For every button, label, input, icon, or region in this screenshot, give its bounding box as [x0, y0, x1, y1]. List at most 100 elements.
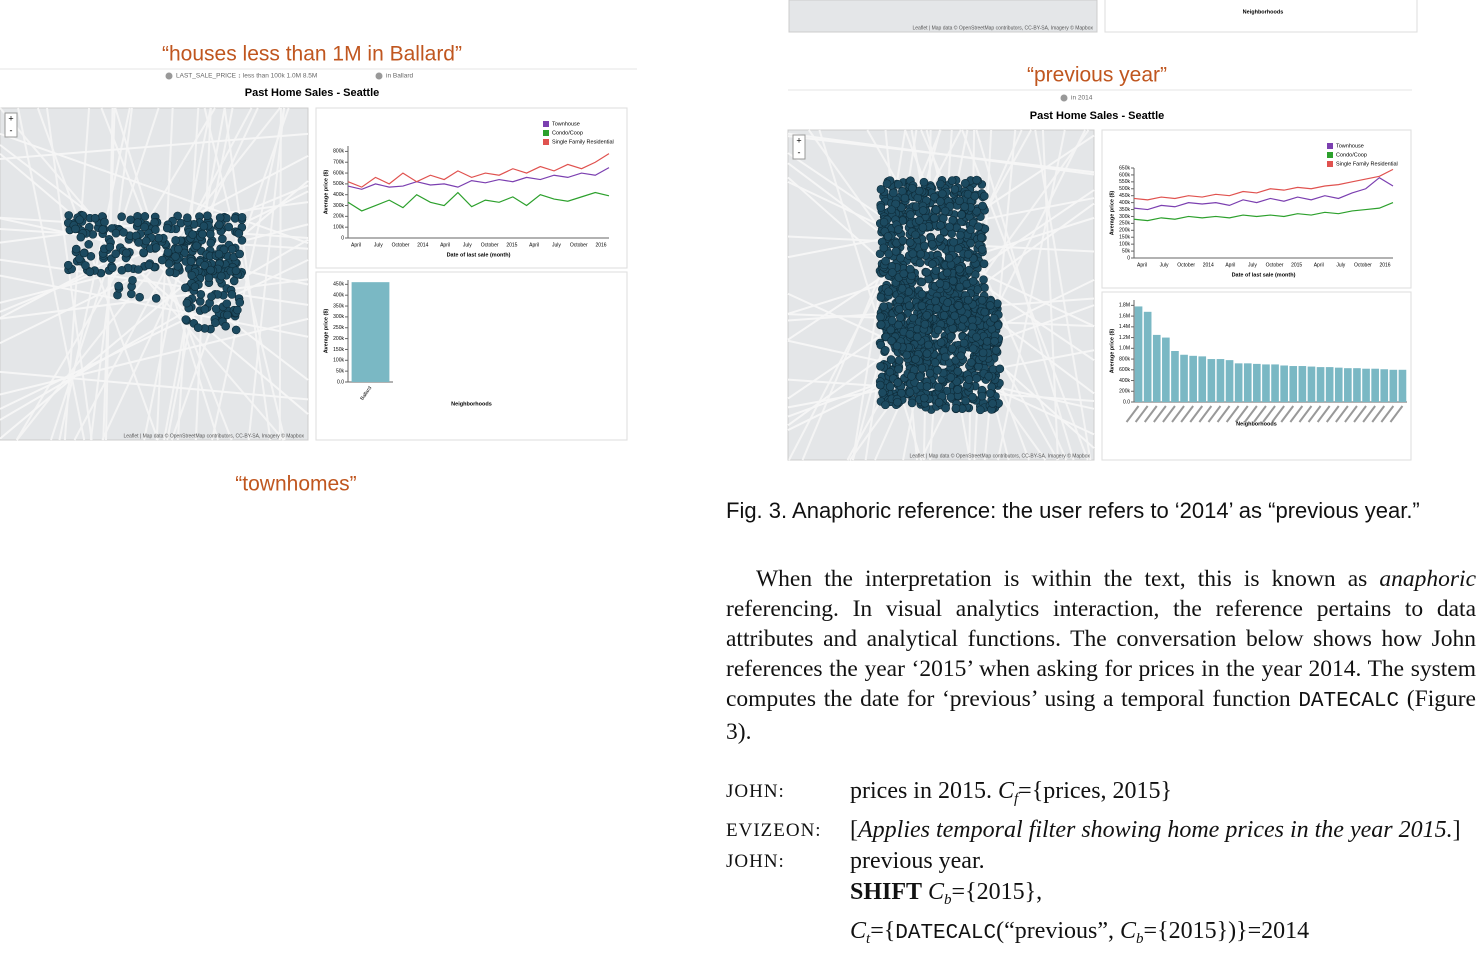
map-dot	[922, 268, 931, 277]
y-tick-label: 50k	[336, 368, 345, 374]
y-tick-label: 300k	[1119, 214, 1130, 220]
street	[155, 107, 174, 441]
map-dot	[90, 213, 100, 223]
street	[787, 132, 1095, 176]
map-dot	[978, 348, 988, 358]
map-dot	[925, 368, 935, 378]
text-run: f	[1014, 791, 1019, 807]
text-run: ={prices, 2015}	[1018, 778, 1173, 804]
map-dot	[100, 217, 109, 227]
speaker: JOHN:	[726, 781, 785, 802]
map-dot	[173, 211, 182, 221]
map-dot	[895, 355, 904, 365]
bar	[1207, 359, 1216, 402]
map-dot	[970, 191, 980, 201]
y-tick-label: 550k	[1119, 179, 1130, 185]
x-tick-label: July	[552, 242, 561, 248]
map-dot	[171, 236, 180, 245]
speaker	[726, 916, 850, 955]
map-dot	[905, 301, 914, 310]
y-tick-label: 400k	[1119, 200, 1130, 206]
map-dot	[907, 398, 917, 408]
map-dot	[917, 289, 927, 299]
map-dot	[878, 388, 887, 397]
map-dot	[951, 403, 961, 413]
x-tick-label-placeholder	[1344, 405, 1358, 423]
map-dot	[942, 268, 952, 278]
y-tick-label: 600k	[333, 170, 344, 176]
map-dot	[230, 214, 240, 223]
map-dot	[979, 275, 988, 284]
x-tick-label: 2015	[1291, 262, 1302, 268]
map-dot	[217, 271, 226, 281]
map-dot	[206, 238, 216, 248]
map-dot	[905, 330, 915, 339]
x-tick-label: October	[1354, 262, 1372, 268]
bar	[1134, 306, 1143, 402]
x-tick-label: 2016	[595, 242, 606, 248]
map-dot	[966, 358, 976, 367]
map-dot	[946, 373, 956, 382]
map-dot	[980, 307, 990, 317]
y-tick-label: 200k	[1119, 228, 1130, 234]
map-dot	[941, 352, 950, 362]
zoom-in: +	[796, 135, 801, 145]
y-tick-label: 500k	[1119, 186, 1130, 192]
map-dot	[938, 189, 947, 199]
map-dot	[215, 213, 225, 222]
map-dot	[887, 316, 897, 325]
y-tick-label: 100k	[333, 358, 344, 364]
legend-swatch	[543, 139, 549, 145]
text-run: referencing. In visual analytics interac…	[726, 596, 1476, 712]
map-dot	[187, 271, 197, 280]
map-dot	[932, 366, 942, 375]
map-dot	[922, 349, 932, 358]
bar	[351, 282, 390, 382]
y-tick-label: 100k	[1119, 241, 1130, 247]
map-dot	[918, 206, 928, 215]
map-dot	[912, 332, 922, 342]
map-dot	[989, 313, 999, 323]
y-tick-label: 150k	[333, 347, 344, 353]
map-dot	[134, 238, 143, 247]
zoom-out: -	[10, 125, 13, 135]
x-tick-label: 2015	[506, 242, 517, 248]
y-tick-label: 1.8M	[1119, 303, 1130, 309]
legend-swatch	[543, 130, 549, 136]
map-dot	[968, 344, 978, 354]
map-dot	[223, 310, 232, 320]
text-run: C	[997, 778, 1014, 804]
y-tick-label: 250k	[333, 325, 344, 331]
map-dot	[139, 248, 148, 257]
text-run: b	[944, 892, 952, 908]
bar	[1216, 359, 1225, 402]
map-dot	[192, 241, 201, 251]
map-dot	[979, 259, 989, 269]
map-dot	[181, 283, 190, 293]
chart-frame	[1104, 0, 1418, 33]
map-dot	[918, 223, 928, 232]
map-dot	[896, 313, 905, 322]
x-tick-label: October	[481, 242, 499, 248]
bar	[1398, 369, 1407, 402]
map-dot	[117, 265, 127, 275]
map-dot	[930, 358, 940, 367]
legend-label: Townhouse	[1336, 143, 1364, 149]
map-dot	[227, 290, 237, 299]
map-dot	[881, 400, 890, 410]
series-line	[347, 167, 610, 190]
series-line	[1133, 168, 1394, 201]
series-line	[347, 191, 610, 212]
y-tick-label: 300k	[333, 314, 344, 320]
map-dot	[972, 374, 981, 383]
map-dot	[114, 281, 123, 291]
map-dot	[150, 218, 159, 227]
map-dot	[887, 336, 896, 346]
text-run: prices in 2015.	[850, 778, 998, 804]
x-tick-label: April	[1225, 262, 1235, 268]
map-dot	[985, 389, 995, 398]
y-tick-label: 350k	[333, 303, 344, 309]
map-dot	[171, 252, 180, 261]
x-tick-label: 2014	[417, 242, 428, 248]
map-dot	[922, 382, 932, 391]
